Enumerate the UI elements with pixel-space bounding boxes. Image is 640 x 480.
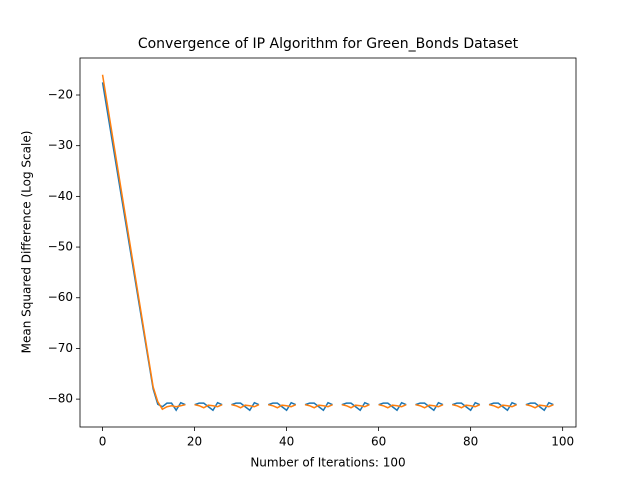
y-tick-label: −30 [48,138,73,152]
x-tick-label: 60 [371,435,386,449]
y-tick-label: −80 [48,392,73,406]
plot-frame [79,57,577,428]
x-tick-label: 80 [463,435,478,449]
data-line [101,82,554,412]
y-tick-label: −20 [48,88,73,102]
y-tick-label: −40 [48,189,73,203]
x-axis-label: Number of Iterations: 100 [250,456,405,470]
x-tick-label: 20 [187,435,202,449]
y-axis-label: Mean Squared Difference (Log Scale) [20,131,34,354]
x-tick-label: 0 [99,435,107,449]
y-tick-label: −70 [48,341,73,355]
chart-title: Convergence of IP Algorithm for Green_Bo… [138,36,519,52]
y-tick-label: −60 [48,290,73,304]
data-line [101,74,554,411]
x-tick-label: 100 [551,435,574,449]
x-tick-label: 40 [279,435,294,449]
y-tick-label: −50 [48,240,73,254]
